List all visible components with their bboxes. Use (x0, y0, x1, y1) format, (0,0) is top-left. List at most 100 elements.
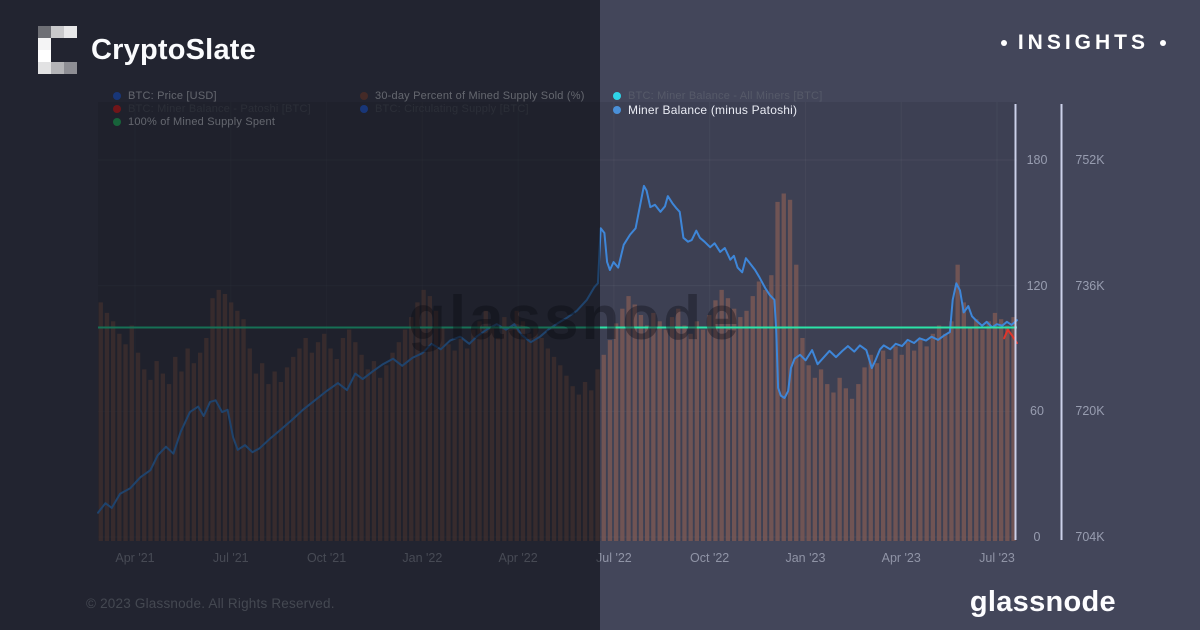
bar (489, 327, 495, 541)
bar (284, 367, 290, 541)
bar (967, 327, 973, 541)
bar (874, 363, 880, 541)
legend-dot-icon (613, 106, 621, 114)
bar (862, 367, 867, 541)
bar (694, 321, 699, 541)
bar (831, 392, 836, 541)
cryptoslate-logo-icon (38, 26, 77, 74)
insights-label: INSIGHTS (1017, 31, 1149, 54)
bar (253, 373, 259, 541)
legend-item[interactable]: Miner Balance (minus Patoshi) (613, 103, 797, 117)
legend-label: BTC: Circulating Supply [BTC] (375, 103, 529, 115)
bar (651, 312, 656, 541)
bar (222, 294, 228, 541)
x-axis-tick: Apr '21 (115, 551, 155, 565)
percent-axis-tick: 60 (1030, 404, 1044, 419)
logo-pixel (51, 26, 64, 38)
balance-axis-tick: 704K (1075, 530, 1105, 544)
legend-dot-icon (113, 105, 121, 113)
legend-label: 30-day Percent of Mined Supply Sold (%) (375, 90, 585, 102)
bar (496, 338, 501, 541)
logo-pixel (38, 50, 51, 62)
brand-name: CryptoSlate (91, 33, 256, 66)
bar (918, 338, 923, 541)
bar (589, 390, 594, 541)
legend-label: BTC: Miner Balance - All Miners [BTC] (628, 90, 823, 102)
bar (322, 333, 327, 541)
bar (104, 312, 110, 541)
bar (663, 329, 668, 541)
bar (1005, 325, 1010, 541)
bar (614, 323, 619, 541)
bar (309, 352, 314, 541)
legend-item[interactable]: 30-day Percent of Mined Supply Sold (%) (360, 90, 585, 102)
bar (738, 317, 743, 541)
legend-dot-icon (613, 92, 621, 100)
bar (148, 379, 153, 541)
bar (620, 308, 625, 541)
bar (794, 264, 799, 541)
bar (669, 317, 675, 541)
bar (558, 365, 563, 541)
bar (353, 342, 358, 541)
legend-item[interactable]: 100% of Mined Supply Spent (113, 116, 275, 128)
bar (750, 296, 755, 541)
legend-item[interactable]: BTC: Price [USD] (113, 90, 217, 102)
legend-label: 100% of Mined Supply Spent (128, 116, 276, 128)
percent-axis-tick: 0 (1033, 530, 1041, 544)
bar (756, 281, 762, 541)
bar (545, 348, 550, 541)
legend-item[interactable]: BTC: Miner Balance - All Miners [BTC] (613, 90, 822, 102)
bar (905, 342, 911, 541)
bar (272, 371, 277, 541)
percent-axis-tick: 120 (1026, 278, 1048, 293)
bar (868, 354, 873, 541)
bar (893, 346, 898, 541)
logo-pixel (38, 26, 51, 38)
bar (986, 321, 991, 541)
balance-axis-tick: 736K (1075, 278, 1105, 293)
bar (632, 304, 637, 541)
bar (980, 329, 985, 541)
bar (278, 382, 283, 541)
bar (359, 354, 364, 541)
bar (266, 384, 271, 541)
bar (315, 342, 321, 541)
bar (551, 356, 557, 541)
bar (135, 352, 141, 541)
bar (595, 369, 600, 541)
x-axis-tick: Jul '22 (596, 551, 632, 565)
percent-axis-tick: 180 (1026, 153, 1048, 167)
brand-header: CryptoSlate (38, 26, 256, 74)
logo-pixel (64, 26, 77, 38)
logo-pixel (64, 38, 77, 50)
bar (334, 359, 339, 541)
copyright-text: © 2023 Glassnode. All Rights Reserved. (86, 596, 335, 611)
bar (682, 325, 687, 541)
legend-item[interactable]: BTC: Miner Balance - Patoshi [BTC] (113, 103, 311, 115)
logo-pixel (51, 62, 64, 74)
bar (297, 348, 302, 541)
bar (818, 369, 824, 541)
bar (390, 352, 395, 541)
x-axis-tick: Jan '22 (402, 551, 443, 565)
bar (179, 371, 184, 541)
bar (961, 302, 966, 541)
bar (204, 338, 209, 541)
insights-badge: INSIGHTS (1000, 31, 1166, 55)
bar (458, 338, 463, 541)
bar (328, 348, 333, 541)
bar (999, 319, 1004, 541)
bar (781, 193, 786, 541)
bar (396, 342, 401, 541)
balance-axis-tick: 720K (1075, 404, 1105, 419)
bar (744, 310, 749, 541)
bar (235, 310, 240, 541)
legend-item[interactable]: BTC: Circulating Supply [BTC] (360, 103, 529, 115)
logo-pixel (64, 50, 77, 62)
bar (440, 327, 445, 541)
bar (856, 384, 861, 541)
bar (719, 289, 724, 541)
bar (465, 348, 470, 541)
